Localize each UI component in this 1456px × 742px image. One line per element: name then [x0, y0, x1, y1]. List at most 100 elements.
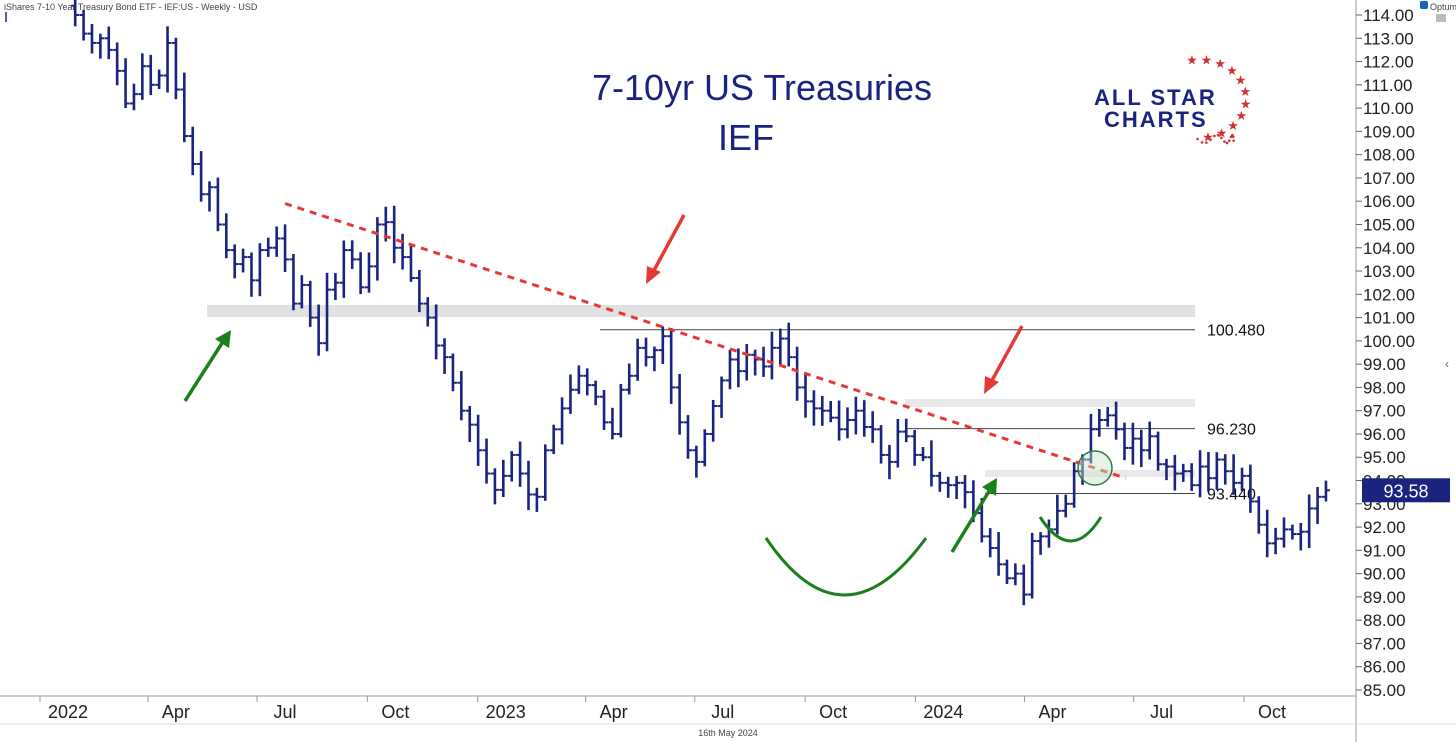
price-bar: [927, 440, 936, 487]
footer-date: 16th May 2024: [698, 728, 758, 738]
price-bar: [138, 53, 147, 100]
star-icon: ★ ★ ★ ★★★★★★★★: [1186, 53, 1251, 145]
price-bar: [87, 23, 96, 54]
svg-text:★: ★: [1240, 97, 1252, 112]
price-bar: [121, 58, 130, 109]
price-bar: [1187, 463, 1196, 491]
price-bar: [767, 331, 776, 380]
annotation-arrows: [183, 214, 1113, 597]
price-bar: [348, 240, 357, 270]
price-bar: [675, 373, 684, 435]
svg-text:★: ★: [1186, 53, 1198, 68]
price-bar: [440, 338, 449, 375]
svg-text:★: ★: [1236, 109, 1248, 124]
price-bar: [205, 181, 214, 212]
price-bar: [289, 254, 298, 311]
price-bar: [1254, 496, 1263, 534]
price-bar: [1179, 463, 1188, 482]
price-bar: [96, 33, 105, 59]
price-bar: [129, 83, 138, 111]
y-tick-label: 92.00: [1363, 518, 1406, 537]
x-tick-label: Apr: [1039, 702, 1067, 722]
price-bar: [323, 272, 332, 352]
price-bar: [986, 528, 995, 558]
price-bar: [667, 327, 676, 404]
price-bar: [801, 372, 810, 418]
y-tick-label: 112.00: [1363, 53, 1414, 72]
y-axis-ticks: 114.00 113.00 112.00 111.00 110.00 109.00 108.…: [1356, 6, 1415, 700]
price-bar: [1313, 487, 1322, 525]
descending-trendline: [284, 202, 1127, 480]
price-bar: [877, 425, 886, 464]
y-tick-label: 102.00: [1363, 285, 1415, 304]
price-bar: [457, 371, 466, 421]
level-label: 100.480: [1207, 323, 1265, 340]
price-bar: [1204, 452, 1213, 492]
price-bar: [79, 9, 88, 41]
logo-line2: CHARTS: [1104, 107, 1208, 132]
price-bar: [272, 226, 281, 257]
price-bar: [591, 380, 600, 406]
y-tick-label: 96.00: [1363, 425, 1406, 444]
price-bar: [709, 399, 718, 442]
price-bar: [734, 348, 743, 388]
price-bar: [297, 275, 306, 309]
logo-line1: ALL STAR: [1094, 85, 1217, 110]
x-tick-label: Jul: [274, 702, 297, 722]
price-bar: [1271, 527, 1280, 555]
price-bar: [230, 244, 239, 279]
price-bar: [532, 487, 541, 512]
price-bar: [1196, 450, 1205, 498]
price-bar: [1145, 421, 1154, 460]
vendor-label: Optuma: [1430, 2, 1456, 12]
price-bar: [1137, 429, 1146, 467]
rounded-bottom-arc: [764, 537, 928, 597]
price-bar: [1296, 522, 1305, 551]
x-tick-label: 2023: [486, 702, 526, 722]
price-bar: [994, 532, 1003, 576]
price-bar: [1162, 458, 1171, 481]
price-bar: [1221, 454, 1230, 485]
price-bar: [1019, 564, 1028, 606]
x-tick-label: Jul: [1150, 702, 1173, 722]
price-bar: [146, 54, 155, 96]
price-bar: [188, 126, 197, 176]
x-tick-label: Apr: [162, 702, 190, 722]
price-bar: [600, 390, 609, 430]
y-tick-label: 87.00: [1363, 634, 1406, 653]
price-bar: [952, 476, 961, 499]
svg-text:★: ★: [1226, 64, 1238, 79]
price-bar: [1154, 431, 1163, 471]
price-bar: [893, 418, 902, 468]
price-bar: [398, 233, 407, 270]
price-bar: [558, 397, 567, 445]
price-bar: [658, 326, 667, 364]
price-bar: [415, 270, 424, 313]
price-bar: [339, 240, 348, 298]
x-tick-label: Oct: [1258, 702, 1286, 722]
price-bar: [1120, 422, 1129, 461]
price-bar: [465, 405, 474, 442]
price-bar: [482, 438, 491, 484]
price-bar: [1170, 454, 1179, 491]
price-bar: [365, 252, 373, 293]
price-bar: [961, 475, 970, 509]
price-bar: [1061, 494, 1070, 518]
price-bar: [818, 396, 827, 426]
y-tick-label: 97.00: [1363, 402, 1406, 421]
price-bar: [247, 252, 256, 297]
price-bar: [314, 304, 323, 356]
y-tick-label: 101.00: [1363, 309, 1415, 328]
y-tick-label: 107.00: [1363, 169, 1415, 188]
price-bar: [197, 151, 206, 202]
y-tick-label: 90.00: [1363, 565, 1406, 584]
lock-icon[interactable]: [1436, 14, 1446, 22]
panel-collapse-icon[interactable]: ‹: [1445, 357, 1449, 371]
price-bar: [1128, 422, 1137, 465]
price-bar: [1112, 401, 1121, 440]
price-bar: [683, 415, 692, 459]
price-bar: [264, 237, 273, 257]
price-bar: [700, 429, 709, 467]
